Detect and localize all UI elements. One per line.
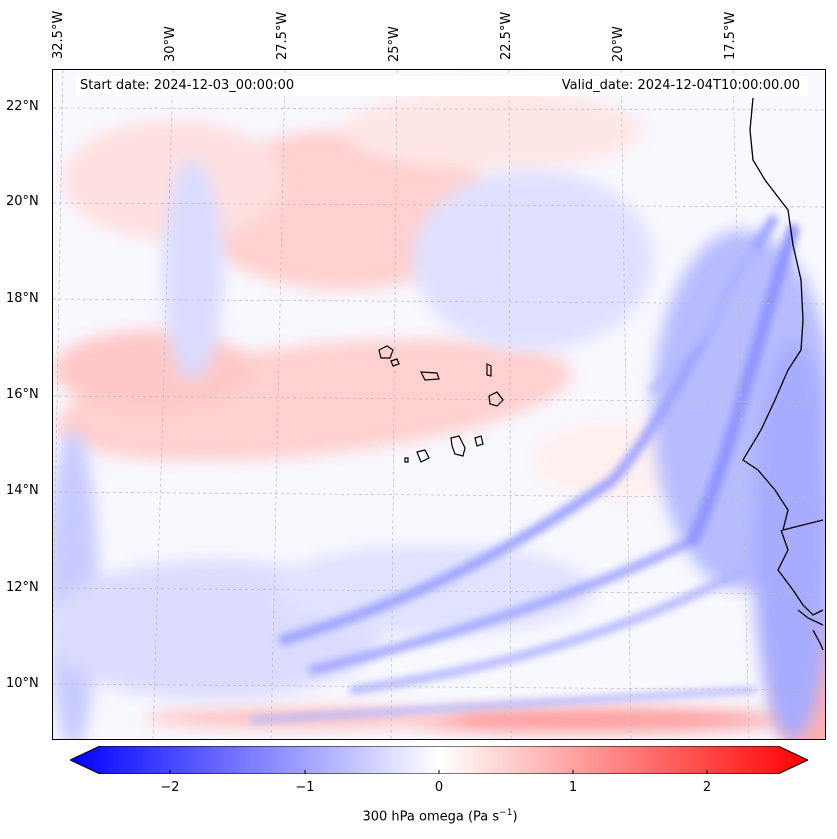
lon-label-25w: 25°W <box>387 26 402 62</box>
lat-label-10n: 10°N <box>6 676 39 691</box>
lon-label-27-5w: 27.5°W <box>275 11 290 60</box>
colorbar-tick-label: 2 <box>702 780 712 795</box>
colorbar-tick-label: −1 <box>295 780 315 795</box>
lat-label-16n: 16°N <box>6 387 39 402</box>
colorbar-tick-label: 0 <box>434 780 444 795</box>
lon-label-32-5w: 32.5°W <box>51 10 66 59</box>
colorbar <box>70 746 808 774</box>
omega-map <box>52 69 826 740</box>
lon-label-22-5w: 22.5°W <box>499 11 514 60</box>
start-date-label: Start date: 2024-12-03_00:00:00 <box>80 78 295 93</box>
lat-label-18n: 18°N <box>6 291 39 306</box>
info-strip <box>76 76 808 96</box>
lat-label-12n: 12°N <box>6 580 39 595</box>
colorbar-tick-label: 1 <box>568 780 578 795</box>
graticule <box>53 70 825 739</box>
valid-date-label: Valid_date: 2024-12-04T10:00:00.00 <box>561 78 800 93</box>
omega-field <box>53 70 825 739</box>
lon-label-20w: 20°W <box>611 26 626 62</box>
cape-verde-islands <box>378 345 504 463</box>
lon-label-17-5w: 17.5°W <box>723 11 738 60</box>
colorbar-tick-label: −2 <box>160 780 180 795</box>
lat-label-20n: 20°N <box>6 194 39 209</box>
lat-label-14n: 14°N <box>6 483 39 498</box>
lon-label-30w: 30°W <box>163 26 178 62</box>
lat-label-22n: 22°N <box>6 99 39 114</box>
colorbar-title: 300 hPa omega (Pa s−1) <box>362 808 518 825</box>
coastline <box>742 97 824 651</box>
